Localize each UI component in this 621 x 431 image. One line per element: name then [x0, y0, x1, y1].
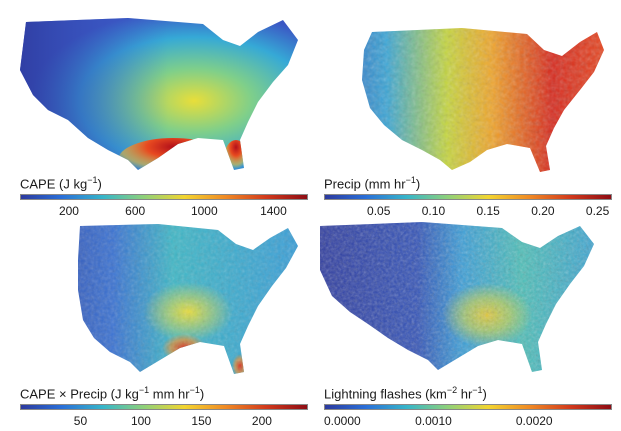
lightning-map: [320, 222, 594, 372]
panel-precip: Precip (mm hr−1) 0.05 0.10 0.15 0.20 0.2…: [312, 10, 612, 220]
precip-map: [362, 28, 604, 172]
tick-label: 200: [251, 414, 272, 428]
tick-label: 0.0010: [415, 414, 452, 428]
tick-label: 0.25: [585, 204, 610, 218]
precip-colorbar-ticks: 0.05 0.10 0.15 0.20 0.25: [324, 204, 612, 220]
panel-lightning: Lightning flashes (km−2 hr−1) 0.0000 0.0…: [312, 220, 612, 430]
precip-colorbar-label: Precip (mm hr−1): [324, 175, 421, 192]
tick-label: 0.20: [531, 204, 555, 218]
cape-colorbar-label: CAPE (J kg−1): [20, 175, 102, 192]
tick-label: 1000: [190, 204, 218, 218]
lightning-colorbar-ticks: 0.0000 0.0010 0.0020: [324, 414, 612, 430]
lightning-colorbar: [324, 404, 612, 410]
tick-label: 0.0000: [324, 414, 361, 428]
lightning-colorbar-label: Lightning flashes (km−2 hr−1): [324, 385, 487, 402]
tick-label: 200: [58, 204, 79, 218]
tick-label: 600: [125, 204, 146, 218]
cape-precip-map: [78, 224, 298, 374]
tick-label: 0.05: [367, 204, 391, 218]
tick-label: 0.15: [476, 204, 500, 218]
tick-label: 150: [191, 414, 212, 428]
tick-label: 100: [130, 414, 151, 428]
cape-map: [20, 18, 298, 170]
panel-cape: CAPE (J kg−1) 200 600 1000 1400: [8, 10, 308, 220]
cape-precip-colorbar-label: CAPE × Precip (J kg−1 mm hr−1): [20, 385, 205, 402]
cape-precip-colorbar: [20, 404, 308, 410]
tick-label: 0.0020: [515, 414, 553, 428]
tick-label: 1400: [260, 204, 287, 218]
cape-colorbar: [20, 194, 308, 200]
panel-cape-precip: CAPE × Precip (J kg−1 mm hr−1) 50 100 15…: [8, 220, 308, 430]
precip-colorbar: [324, 194, 612, 200]
cape-colorbar-ticks: 200 600 1000 1400: [20, 204, 308, 220]
cape-precip-colorbar-ticks: 50 100 150 200: [20, 414, 308, 430]
tick-label: 50: [73, 414, 88, 428]
tick-label: 0.10: [421, 204, 446, 218]
